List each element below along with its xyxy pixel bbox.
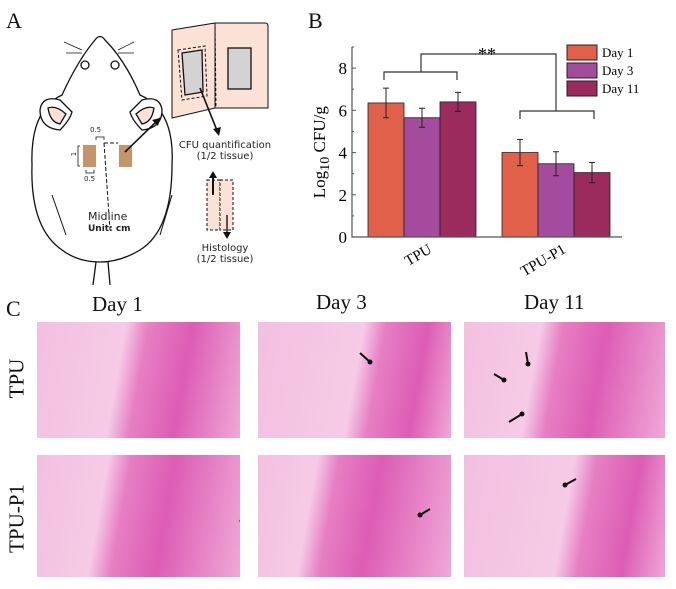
- cfu-line2: (1/2 tissue): [196, 151, 254, 162]
- mouse-drawing: [31, 35, 173, 286]
- error-bar: [517, 138, 523, 167]
- bar: [439, 101, 477, 238]
- dim-bottom: 0.5: [84, 175, 96, 183]
- legend-swatch: [566, 62, 598, 79]
- y-tick-label: 4: [339, 144, 348, 163]
- arrow-icon: [562, 478, 577, 488]
- dim-top: 0.5: [90, 126, 102, 134]
- significance-label: **: [478, 44, 496, 64]
- panel-label-b: B: [308, 8, 323, 33]
- arrow-icon: [359, 352, 373, 365]
- cfu-line1: CFU quantification: [178, 140, 272, 151]
- histo-line1: Histology: [201, 243, 249, 254]
- arrow-icon: [417, 508, 431, 518]
- unit-label: Unit: cm: [88, 224, 131, 234]
- y-label-sub: 10: [317, 156, 334, 171]
- significance-bracket: [383, 53, 595, 119]
- dimension-brackets: [77, 136, 105, 174]
- error-bar: [455, 91, 461, 112]
- histo-line2: (1/2 tissue): [196, 254, 254, 265]
- arrow-icon: [493, 373, 507, 383]
- row-title-tpu-p1: TPU-P1: [4, 484, 29, 553]
- row-title-tpu: TPU: [4, 358, 29, 399]
- legend-label: Day 3: [602, 63, 633, 78]
- y-label-main: Log: [309, 170, 329, 199]
- histology-label: Histology (1/2 tissue): [180, 243, 270, 265]
- bar: [367, 102, 405, 238]
- col-title-day3: Day 3: [316, 290, 367, 314]
- histology-image-tpu-p1-day3: [258, 455, 451, 577]
- arrow-icon: [525, 351, 531, 367]
- error-bar: [589, 161, 595, 184]
- cfu-label: CFU quantification (1/2 tissue): [175, 140, 275, 162]
- histology-image-tpu-p1-day11: [464, 455, 665, 577]
- y-tick-label: 0: [339, 228, 348, 247]
- implant-tissue: [181, 49, 204, 96]
- error-bar: [553, 151, 559, 177]
- panel-label-c: C: [6, 296, 21, 321]
- y-label-rest: CFU/g: [309, 106, 329, 157]
- legend-swatch: [566, 80, 598, 97]
- y-tick-label: 2: [339, 186, 348, 205]
- midline-label: Midline: [88, 210, 128, 223]
- implant-left: [83, 145, 96, 167]
- col-title-day11: Day 11: [524, 290, 585, 314]
- panel-label-a: A: [6, 8, 22, 33]
- error-bar: [419, 107, 425, 128]
- y-tick-label: 8: [339, 59, 348, 78]
- x-tick-label: TPU-P1: [518, 242, 569, 280]
- arrow-icon: [508, 411, 525, 423]
- mouse-schematic: [31, 22, 269, 286]
- tissue-half-right: [219, 179, 234, 231]
- cfu-bar-chart: TPU TPU-P1 0 2 4 6 8 ** Day 1 Day 3 Day 11: [339, 44, 640, 280]
- midline-line: [103, 142, 118, 231]
- legend-label: Day 1: [602, 45, 633, 60]
- arrow-down-icon: [223, 232, 231, 239]
- error-bar: [383, 87, 389, 119]
- histology-image-tpu-day3: [258, 322, 451, 438]
- arrow-icon: [239, 519, 240, 523]
- legend-swatch: [566, 44, 598, 61]
- y-axis-label: Log10 CFU/g: [310, 92, 334, 212]
- legend-label: Day 11: [602, 81, 639, 96]
- arrow-up-icon: [209, 171, 217, 178]
- implant-right: [119, 145, 132, 167]
- arrow-to-skin: [124, 117, 161, 153]
- y-tick-label: 6: [339, 101, 348, 120]
- col-title-day1: Day 1: [92, 292, 143, 316]
- histology-image-tpu-p1-day1: [37, 455, 240, 577]
- bar: [403, 117, 441, 238]
- histology-image-tpu-day1: [37, 322, 240, 438]
- x-tick-label: TPU: [402, 242, 435, 270]
- histology-image-tpu-day11: [464, 322, 665, 438]
- bar: [573, 172, 611, 238]
